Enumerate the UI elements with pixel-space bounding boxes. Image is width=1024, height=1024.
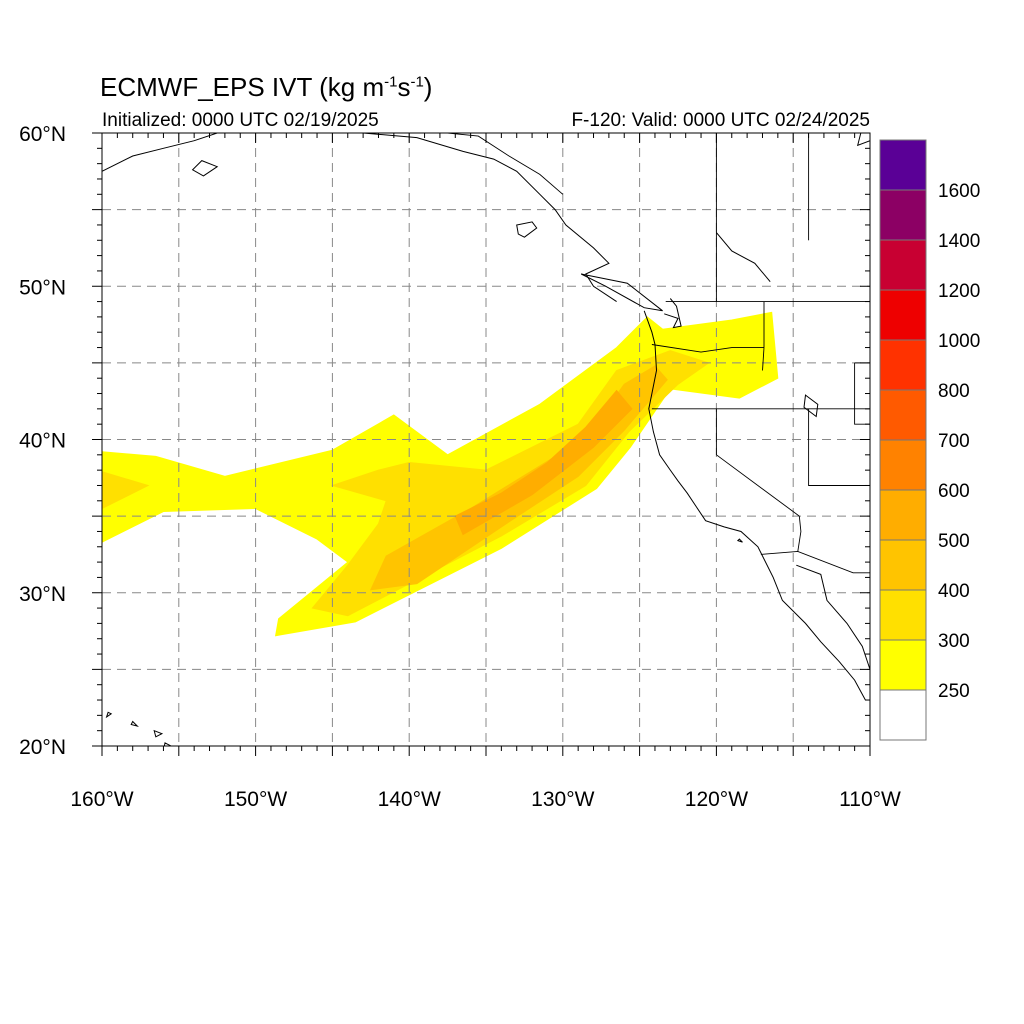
island-outline bbox=[580, 273, 663, 312]
colorbar-label: 1600 bbox=[938, 181, 980, 202]
colorbar-box bbox=[879, 539, 927, 591]
lat-lon-gridlines bbox=[102, 133, 870, 746]
colorbar-label: 1400 bbox=[938, 231, 980, 252]
lat-tick-label: 60°N bbox=[19, 123, 66, 146]
coastline bbox=[363, 133, 617, 303]
colorbar-label: 1000 bbox=[938, 331, 980, 352]
ivt-shading-layer bbox=[102, 311, 779, 637]
map-title: ECMWF_EPS IVT (kg m-1s-1) bbox=[100, 72, 432, 103]
coastline bbox=[102, 133, 218, 172]
colorbar-box bbox=[879, 489, 927, 541]
colorbar-box bbox=[879, 289, 927, 341]
colorbar-box bbox=[879, 639, 927, 691]
colorbar-label: 700 bbox=[938, 431, 970, 452]
lat-tick-label: 20°N bbox=[19, 736, 66, 759]
colorbar-label: 400 bbox=[938, 581, 970, 602]
colorbar-box bbox=[879, 439, 927, 491]
lat-tick-label: 40°N bbox=[19, 430, 66, 453]
lon-tick-label: 130°W bbox=[531, 788, 594, 811]
colorbar-label: 500 bbox=[938, 531, 970, 552]
colorbar-label: 300 bbox=[938, 631, 970, 652]
colorbar-box bbox=[879, 589, 927, 641]
colorbar-label: 250 bbox=[938, 681, 970, 702]
island-outline bbox=[153, 729, 164, 738]
political-border bbox=[760, 550, 870, 574]
coastline bbox=[796, 564, 870, 670]
initialized-text: Initialized: 0000 UTC 02/19/2025 bbox=[102, 110, 379, 131]
title-end-text: ) bbox=[423, 72, 433, 102]
coastline bbox=[643, 310, 866, 701]
island-outline bbox=[163, 742, 172, 746]
title-superscript-1: -1 bbox=[384, 73, 398, 91]
lon-tick-label: 140°W bbox=[378, 788, 441, 811]
ivt-band-500-4 bbox=[454, 389, 633, 536]
island-outline bbox=[130, 720, 139, 728]
coastlines-and-borders bbox=[102, 133, 870, 746]
title-mid-text: s bbox=[397, 72, 411, 102]
title-main-text: ECMWF_EPS IVT (kg m bbox=[100, 72, 385, 102]
colorbar-label: 600 bbox=[938, 481, 970, 502]
latitude-labels: 20°N 30°N 40°N 50°N 60°N bbox=[19, 123, 66, 759]
lat-tick-label: 50°N bbox=[19, 276, 66, 299]
colorbar-label: 1200 bbox=[938, 281, 980, 302]
axis-ticks bbox=[92, 132, 871, 756]
colorbar-box bbox=[879, 689, 927, 741]
island-outline bbox=[736, 538, 743, 543]
island-outline bbox=[191, 160, 219, 177]
ivt-colorbar: 250 300 400 500 600 700 800 1000 1200 1400 1600 bbox=[879, 139, 980, 741]
title-superscript-2: -1 bbox=[410, 73, 424, 91]
coastline bbox=[856, 133, 870, 147]
lon-tick-label: 160°W bbox=[70, 788, 133, 811]
lon-tick-label: 110°W bbox=[839, 788, 901, 811]
colorbar-box bbox=[879, 339, 927, 391]
coastline bbox=[664, 298, 682, 329]
colorbar-box bbox=[879, 389, 927, 441]
political-border bbox=[651, 344, 764, 353]
coastline bbox=[716, 232, 771, 283]
colorbar-label: 800 bbox=[938, 381, 970, 402]
colorbar-box bbox=[879, 189, 927, 241]
longitude-labels: 160°W 150°W 140°W 130°W 120°W 110°W bbox=[70, 788, 901, 811]
island-outline bbox=[803, 394, 819, 418]
valid-time-text: F-120: Valid: 0000 UTC 02/24/2025 bbox=[571, 110, 870, 131]
colorbar-box bbox=[879, 239, 927, 291]
political-border bbox=[447, 133, 564, 195]
island-outline bbox=[516, 221, 538, 238]
island-outline bbox=[105, 711, 113, 719]
political-border bbox=[854, 362, 870, 425]
lon-tick-label: 150°W bbox=[224, 788, 287, 811]
political-border bbox=[715, 408, 800, 517]
lat-tick-label: 30°N bbox=[19, 583, 66, 606]
political-border bbox=[797, 516, 802, 552]
political-border bbox=[808, 408, 870, 486]
lon-tick-label: 120°W bbox=[685, 788, 748, 811]
ivt-band-300-1 bbox=[102, 471, 150, 510]
political-border bbox=[762, 347, 765, 371]
colorbar-box bbox=[879, 139, 927, 191]
